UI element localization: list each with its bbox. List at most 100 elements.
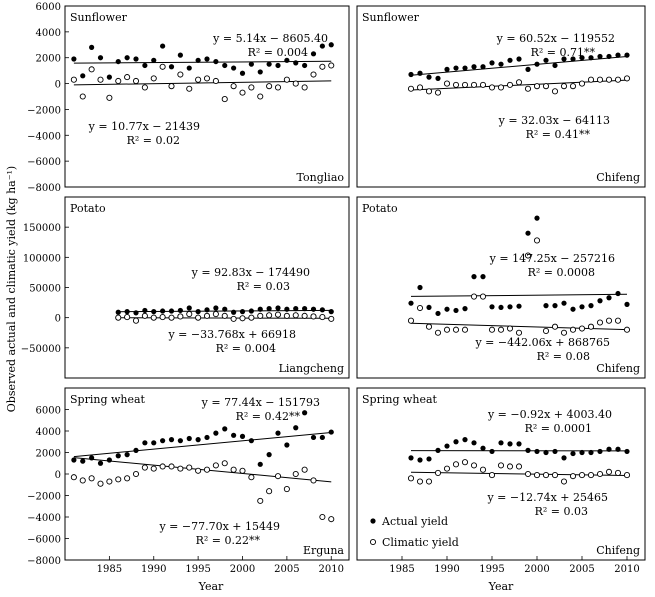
- point-actual: [257, 306, 263, 312]
- point-climatic: [319, 63, 326, 70]
- point-climatic: [266, 83, 273, 90]
- point-climatic: [596, 319, 604, 326]
- point-climatic: [560, 83, 568, 90]
- panel-2: 150000 100000 50000 0 −50000 Potato Liangcheng…: [21, 196, 350, 379]
- point-actual: [328, 429, 334, 435]
- climatic-r2: R² = 0.22**: [196, 534, 261, 547]
- point-climatic: [239, 467, 246, 474]
- point-climatic: [443, 80, 451, 87]
- point-climatic: [132, 317, 140, 324]
- point-climatic: [443, 326, 451, 333]
- x-axis-label-left: Year: [198, 580, 224, 593]
- point-actual: [266, 452, 272, 458]
- point-climatic: [124, 74, 131, 81]
- point-climatic: [310, 313, 317, 320]
- point-actual: [222, 62, 228, 69]
- point-actual: [597, 298, 603, 304]
- y-tick-label: −2000: [27, 105, 61, 116]
- point-actual: [462, 437, 468, 443]
- point-actual: [543, 303, 549, 309]
- point-climatic: [248, 474, 255, 481]
- point-actual: [435, 447, 441, 453]
- point-actual: [552, 448, 558, 455]
- point-climatic: [515, 463, 523, 470]
- point-climatic: [319, 314, 326, 321]
- crop-label: Sunflower: [70, 11, 128, 24]
- point-actual: [257, 461, 263, 467]
- point-actual: [615, 290, 621, 297]
- point-actual: [543, 57, 549, 63]
- point-climatic: [115, 476, 122, 483]
- point-actual: [570, 56, 576, 62]
- panel-0: 6000 4000 2000 0 −2000 −4000 −6000 −8000 Sunflow…: [27, 2, 350, 194]
- point-climatic: [407, 317, 415, 324]
- point-actual: [293, 425, 299, 431]
- point-actual: [516, 303, 522, 309]
- point-actual: [498, 61, 504, 67]
- point-actual: [151, 309, 157, 315]
- point-actual: [151, 440, 157, 446]
- trend-line-actual: [73, 60, 332, 64]
- point-climatic: [177, 71, 184, 78]
- point-actual: [142, 62, 148, 69]
- legend: Actual yield Climatic yield: [369, 515, 459, 549]
- site-label: Tongliao: [297, 171, 345, 184]
- point-climatic: [230, 315, 237, 322]
- point-actual: [426, 74, 432, 80]
- point-climatic: [292, 470, 299, 478]
- trend-line-climatic: [410, 471, 628, 477]
- point-actual: [133, 56, 139, 62]
- site-label: Chifeng: [596, 362, 640, 375]
- crop-label: Potato: [362, 202, 398, 215]
- point-actual: [328, 42, 334, 48]
- point-climatic: [319, 513, 326, 521]
- point-actual: [498, 440, 504, 446]
- point-climatic: [434, 469, 442, 476]
- climatic-equation: y = −12.74x + 25465: [486, 491, 608, 504]
- point-actual: [80, 458, 86, 464]
- point-climatic: [195, 467, 202, 474]
- point-climatic: [479, 81, 487, 88]
- point-climatic: [614, 76, 622, 83]
- point-climatic: [452, 326, 460, 333]
- point-climatic: [551, 88, 559, 95]
- actual-equation: y = 92.83x − 174490: [191, 266, 310, 279]
- point-actual: [231, 432, 237, 438]
- point-climatic: [230, 83, 237, 90]
- point-actual: [160, 308, 166, 314]
- point-climatic: [623, 472, 631, 479]
- point-climatic: [177, 313, 184, 320]
- point-climatic: [515, 329, 523, 336]
- point-actual: [498, 304, 504, 311]
- point-climatic: [283, 76, 290, 83]
- point-climatic: [461, 81, 469, 88]
- point-actual: [489, 304, 495, 310]
- point-actual: [579, 449, 585, 456]
- climatic-equation: y = 10.77x − 21439: [88, 120, 200, 133]
- legend-climatic-marker: [369, 538, 377, 546]
- trend-line-climatic: [73, 80, 332, 86]
- panel-5: 1985 1990 1995 2000 2005 2010 Spring wheat Chif…: [356, 387, 646, 575]
- x-tick-label: 2000: [524, 564, 549, 575]
- x-tick-label: 1990: [434, 564, 459, 575]
- point-climatic: [569, 83, 577, 90]
- point-climatic: [79, 477, 86, 484]
- y-tick-label: 150000: [23, 223, 61, 234]
- point-climatic: [221, 96, 228, 103]
- point-actual: [186, 435, 192, 442]
- point-climatic: [203, 75, 211, 82]
- y-tick-label: 0: [55, 314, 61, 325]
- point-climatic: [587, 323, 595, 330]
- point-climatic: [159, 314, 166, 321]
- point-climatic: [623, 75, 631, 82]
- point-actual: [142, 440, 148, 446]
- point-actual: [453, 439, 459, 445]
- point-actual: [471, 274, 477, 280]
- point-climatic: [239, 315, 246, 322]
- point-actual: [408, 300, 414, 306]
- point-climatic: [470, 81, 478, 88]
- x-tick-label: 1985: [97, 564, 122, 575]
- point-actual: [115, 453, 121, 459]
- climatic-r2: R² = 0.08: [537, 350, 590, 363]
